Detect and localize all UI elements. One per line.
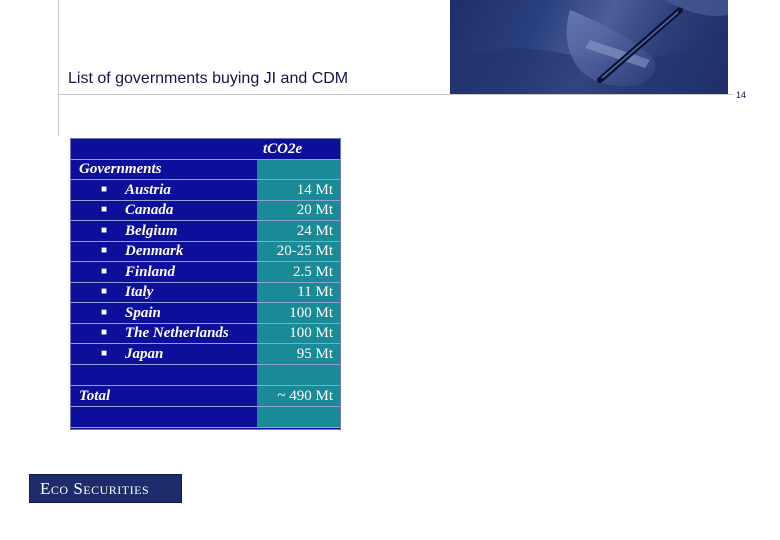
- bullet-square-icon: ■: [101, 286, 108, 298]
- volume-value: 11 Mt: [257, 282, 340, 303]
- country-name: Italy: [125, 284, 154, 301]
- spacer-right: [257, 364, 340, 386]
- governments-table: tCO2e Governments ■ Austria 14 Mt ■ Canada 20…: [70, 138, 341, 430]
- volume-value: 100 Mt: [257, 323, 340, 344]
- table-row: ■ Japan 95 Mt: [71, 343, 340, 365]
- bullet-square-icon: ■: [101, 224, 108, 236]
- country-name-cell: ■ Canada: [71, 200, 257, 221]
- country-name-cell: ■ Spain: [71, 302, 257, 324]
- country-name-cell: ■ Finland: [71, 261, 257, 283]
- country-name-cell: ■ Belgium: [71, 220, 257, 242]
- country-name-cell: ■ Austria: [71, 179, 257, 201]
- volume-value: 20 Mt: [257, 200, 340, 221]
- country-name: Belgium: [125, 222, 178, 239]
- country-name: Finland: [125, 263, 176, 280]
- table-row: ■ Finland 2.5 Mt: [71, 261, 340, 283]
- country-name-cell: ■ Italy: [71, 282, 257, 303]
- country-name: Canada: [125, 202, 174, 219]
- country-name: Austria: [125, 181, 171, 198]
- volume-value: 14 Mt: [257, 179, 340, 201]
- ecosecurities-logo: ECO SECURITIES: [29, 474, 182, 503]
- table-row: ■ Italy 11 Mt: [71, 282, 340, 303]
- spacer-left: [71, 364, 257, 386]
- spacer-left: [71, 406, 257, 428]
- bullet-square-icon: ■: [101, 204, 108, 216]
- section-value-empty: [257, 159, 340, 180]
- country-name-cell: ■ Japan: [71, 343, 257, 365]
- country-name-cell: ■ The Netherlands: [71, 323, 257, 344]
- country-name: Spain: [125, 304, 161, 321]
- country-name: The Netherlands: [125, 325, 229, 342]
- page-number: 14: [736, 90, 747, 100]
- slide-title: List of governments buying JI and CDM: [68, 70, 349, 87]
- bullet-square-icon: ■: [101, 183, 108, 195]
- total-value: ~ 490 Mt: [257, 385, 340, 407]
- divider-vertical: [58, 0, 59, 136]
- country-name-cell: ■ Denmark: [71, 241, 257, 262]
- section-label-governments: Governments: [71, 159, 257, 180]
- country-name: Japan: [125, 345, 164, 362]
- bullet-square-icon: ■: [101, 265, 108, 277]
- table-row: ■ Denmark 20-25 Mt: [71, 241, 340, 262]
- bullet-square-icon: ■: [101, 327, 108, 339]
- table-row: ■ Austria 14 Mt: [71, 179, 340, 201]
- column-header-tco2e: tCO2e: [257, 139, 340, 160]
- divider-horizontal: [58, 94, 733, 95]
- table-row: ■ Canada 20 Mt: [71, 200, 340, 221]
- volume-value: 100 Mt: [257, 302, 340, 324]
- volume-value: 2.5 Mt: [257, 261, 340, 283]
- total-row: Total ~ 490 Mt: [71, 385, 340, 407]
- volume-value: 20-25 Mt: [257, 241, 340, 262]
- volume-value: 95 Mt: [257, 343, 340, 365]
- spacer-right: [257, 406, 340, 428]
- volume-value: 24 Mt: [257, 220, 340, 242]
- country-name: Denmark: [125, 243, 184, 260]
- table-row: ■ Spain 100 Mt: [71, 302, 340, 324]
- table-row: ■ Belgium 24 Mt: [71, 220, 340, 242]
- header-empty-cell: [71, 139, 257, 160]
- bullet-square-icon: ■: [101, 347, 108, 359]
- bullet-square-icon: ■: [101, 245, 108, 257]
- total-label: Total: [71, 385, 257, 407]
- table-row: ■ The Netherlands 100 Mt: [71, 323, 340, 344]
- header-photo: [450, 0, 728, 94]
- bullet-square-icon: ■: [101, 306, 108, 318]
